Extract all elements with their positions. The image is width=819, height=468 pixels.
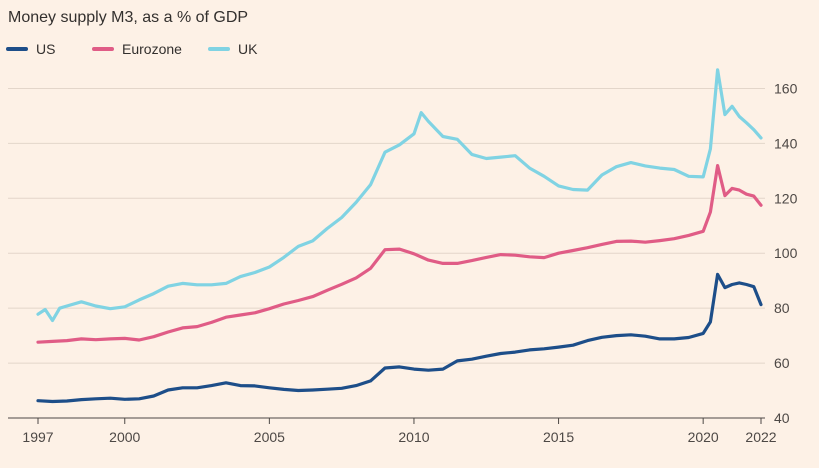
x-tick-label: 2010: [398, 429, 429, 445]
series-lines: [36, 68, 763, 404]
y-tick-label: 60: [774, 355, 790, 371]
y-tick-label: 80: [774, 300, 790, 316]
series-line-uk: [36, 68, 763, 323]
series-line-us: [36, 272, 763, 404]
legend: US Eurozone UK: [6, 41, 258, 57]
y-tick-label: 120: [774, 190, 798, 206]
legend-label-us: US: [36, 41, 55, 57]
x-tick-label: 2020: [688, 429, 719, 445]
y-tick-label: 100: [774, 245, 798, 261]
x-axis: 1997 2000 2005 2010 2015 2020 2022: [8, 417, 777, 445]
legend-label-uk: UK: [238, 41, 258, 57]
y-axis-ticks: 40 60 80 100 120 140 160: [774, 80, 798, 426]
x-tick-label: 2005: [254, 429, 285, 445]
gridlines: [8, 87, 765, 364]
x-tick-label: 2015: [543, 429, 574, 445]
x-tick-label: 1997: [22, 429, 53, 445]
y-tick-label: 140: [774, 135, 798, 151]
legend-label-eurozone: Eurozone: [122, 41, 182, 57]
x-tick-label: 2022: [745, 429, 776, 445]
chart-title: Money supply M3, as a % of GDP: [8, 9, 248, 26]
x-tick-label: 2000: [109, 429, 140, 445]
series-line-eurozone: [36, 164, 763, 344]
y-tick-label: 40: [774, 410, 790, 426]
y-tick-label: 160: [774, 80, 798, 96]
